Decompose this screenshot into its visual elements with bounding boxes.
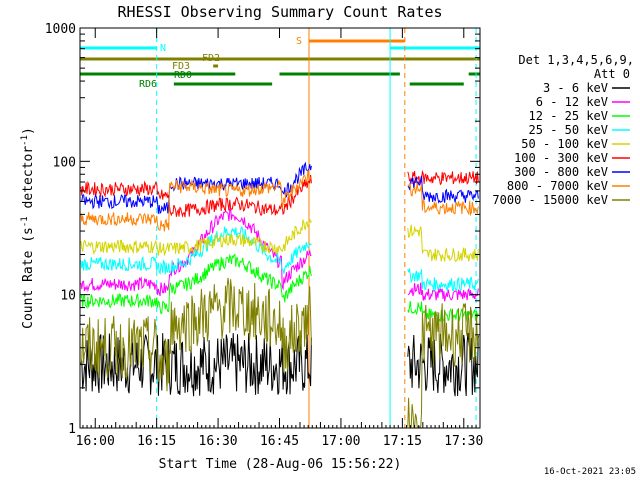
y-tick-label: 100 [53,155,76,170]
series-lines [80,161,479,428]
series-line [407,303,479,428]
series-line [80,218,312,256]
flag-label-rd6: RD6 [139,79,157,90]
x-tick-label: 16:30 [199,434,238,449]
legend-entry: 25 - 50 keV [529,123,608,137]
series-line [407,169,479,186]
y-tick-label: 10 [60,289,76,304]
x-axis-label: Start Time (28-Aug-06 15:56:22) [159,457,402,472]
legend-entry: 3 - 6 keV [543,81,608,95]
y-tick-label: 1 [68,422,76,437]
legend-entry: 800 - 7000 keV [507,179,608,193]
series-line [407,268,479,292]
y-axis-label: Count Rate (s-1 detector-1) [20,127,36,329]
flag-label-rd0: RD0 [174,70,192,81]
series-line [80,277,312,392]
flag-label-n: N [160,43,166,54]
x-ticks: 16:00 16:15 16:30 16:45 17:00 17:15 17:30 [76,28,483,449]
x-tick-label: 17:30 [444,434,483,449]
x-tick-label: 17:00 [321,434,360,449]
flag-label-fd3: FD3 [172,61,190,72]
legend-title-line2: Att 0 [594,67,630,81]
vertical-markers [156,28,477,428]
series-line [80,253,312,315]
series-line [80,175,312,218]
series-line [407,282,479,302]
x-tick-label: 16:00 [76,434,115,449]
legend-title-line1: Det 1,3,4,5,6,9, [518,53,634,67]
legend-entry: 300 - 800 keV [514,165,608,179]
legend-entry: 12 - 25 keV [529,109,608,123]
y-ticks: 1 10 100 1000 [45,22,480,437]
series-line [407,224,479,263]
x-tick-label: 16:15 [137,434,176,449]
legend-entry: 100 - 300 keV [514,151,608,165]
series-line [407,182,479,217]
timestamp: 16-Oct-2021 23:05 [544,467,636,477]
flag-label-fd2: FD2 [202,53,220,64]
x-tick-label: 17:15 [383,434,422,449]
chart-title: RHESSI Observing Summary Count Rates [117,3,442,21]
legend-entry: 7000 - 15000 keV [492,193,608,207]
legend-entry: 50 - 100 keV [521,137,608,151]
series-line [80,225,312,276]
series-line [407,332,479,397]
flag-label-s: S [296,36,302,47]
x-tick-label: 16:45 [260,434,299,449]
series-line [407,175,479,204]
y-tick-label: 1000 [45,22,76,37]
legend-entry: 6 - 12 keV [536,95,608,109]
series-line [80,169,312,232]
